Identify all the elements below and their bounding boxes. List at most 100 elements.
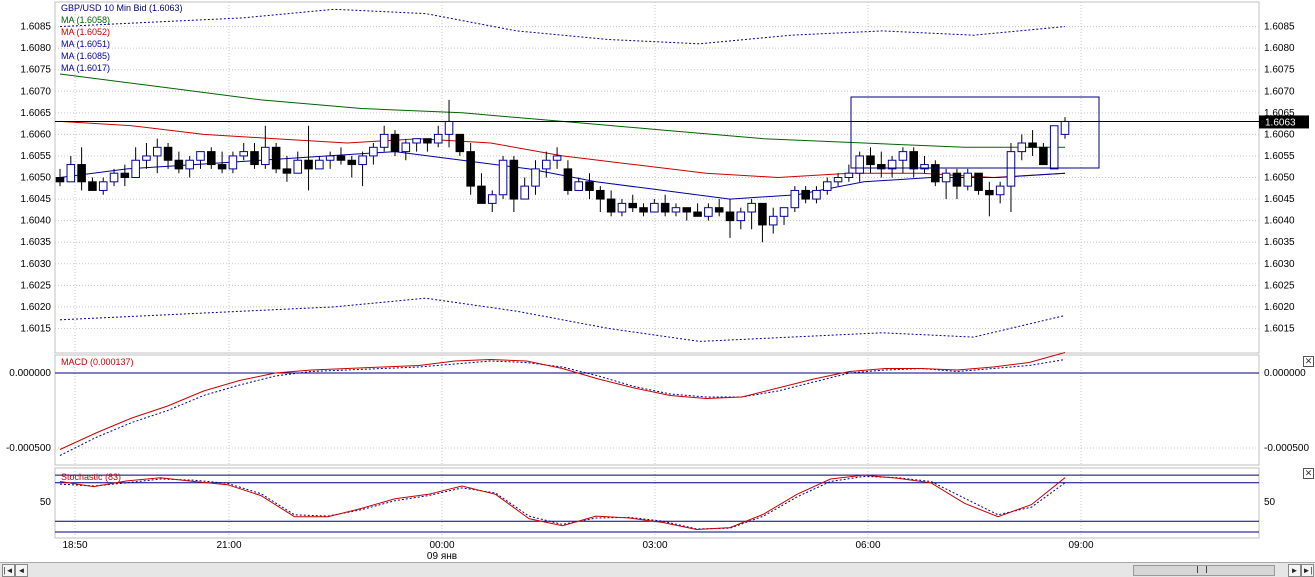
- ma-red-line: [59, 120, 1066, 179]
- candle: [520, 185, 529, 200]
- candle: [98, 181, 108, 191]
- price-tick-label-right: 1.6065: [1264, 108, 1295, 119]
- candle: [758, 202, 767, 226]
- candle: [563, 168, 573, 191]
- candle: [271, 146, 281, 170]
- price-tick-label-left: 1.6065: [20, 108, 51, 119]
- scroll-end-button[interactable]: ►|: [1301, 564, 1314, 577]
- price-tick-label-right: 1.6080: [1264, 43, 1295, 54]
- candle: [185, 159, 194, 170]
- candle: [77, 164, 86, 183]
- time-tick-label: 09:00: [1068, 540, 1093, 551]
- scroll-grip-icon: [1197, 566, 1207, 573]
- price-tick-label-right: 1.6060: [1264, 129, 1295, 140]
- legend-ma-green: MA (1.6058): [61, 15, 111, 25]
- candle: [1049, 125, 1059, 170]
- macd-title: MACD (0.000137): [61, 357, 134, 367]
- macd-tick-label-left: -0.000500: [6, 443, 51, 454]
- candle: [196, 151, 205, 161]
- candle: [487, 194, 497, 204]
- candle: [293, 159, 303, 174]
- price-tick-label-right: 1.6020: [1264, 302, 1295, 313]
- candle: [282, 168, 292, 174]
- price-tick-label-right: 1.6055: [1264, 151, 1295, 162]
- candle: [995, 185, 1005, 196]
- price-tick-label-left: 1.6070: [20, 86, 51, 97]
- candle: [542, 159, 551, 170]
- candle: [952, 172, 962, 187]
- scroll-left-arrow-icon[interactable]: ◄: [15, 564, 28, 577]
- candle: [466, 151, 475, 187]
- candle: [898, 151, 908, 161]
- stochastic-signal-line: [59, 475, 1066, 530]
- stochastic-panel: [54, 467, 1260, 539]
- price-tick-label-left: 1.6060: [20, 129, 51, 140]
- macd-line: [59, 352, 1066, 450]
- candle: [401, 142, 411, 153]
- candle: [963, 172, 973, 187]
- candle: [714, 207, 724, 213]
- candle: [55, 177, 65, 183]
- price-tick-label-left: 1.6045: [20, 194, 51, 205]
- candle: [650, 202, 659, 213]
- ma-blue-line: [59, 151, 1066, 200]
- band-upper-line: [59, 8, 1066, 45]
- legend-ma-blue: MA (1.6051): [61, 39, 111, 49]
- price-tick-label-left: 1.6025: [20, 280, 51, 291]
- candle: [617, 202, 627, 213]
- candle: [574, 181, 583, 191]
- candle: [606, 198, 616, 213]
- price-tick-label-right: 1.6045: [1264, 194, 1295, 205]
- candle: [855, 155, 864, 174]
- price-tick-label-right: 1.6025: [1264, 280, 1295, 291]
- candle: [985, 189, 994, 196]
- candle: [261, 146, 270, 166]
- price-tick-label-left: 1.6015: [20, 323, 51, 334]
- candle: [628, 202, 638, 209]
- candle: [812, 189, 821, 200]
- time-tick-label: 06:00: [855, 540, 880, 551]
- time-tick-label: 21:00: [216, 540, 241, 551]
- candle: [844, 172, 854, 178]
- price-tick-label-left: 1.6080: [20, 43, 51, 54]
- price-legend: GBP/USD 10 Min Bid (1.6063) MA (1.6058) …: [61, 2, 183, 74]
- price-panel: [54, 1, 1260, 354]
- price-tick-label-left: 1.6055: [20, 151, 51, 162]
- candle: [531, 168, 540, 187]
- price-tick-label-right: 1.6070: [1264, 86, 1295, 97]
- price-tick-label-left: 1.6035: [20, 237, 51, 248]
- candle: [88, 181, 97, 191]
- candle: [66, 164, 76, 183]
- horizontal-scrollbar[interactable]: |◄ ◄ ► ►|: [0, 562, 1315, 577]
- candle: [779, 207, 789, 217]
- candle: [790, 189, 800, 209]
- price-tick-label-left: 1.6020: [20, 302, 51, 313]
- candle: [1060, 120, 1070, 135]
- price-chart-svg[interactable]: 1.6085 1.6085 1.6080 1.6080 1.6075 1.6075 1.60…: [0, 0, 1315, 562]
- candle: [974, 172, 983, 191]
- candle: [833, 177, 843, 183]
- scroll-start-button[interactable]: |◄: [2, 564, 15, 577]
- candle: [585, 181, 594, 191]
- candle: [1006, 151, 1016, 187]
- candle: [1028, 142, 1037, 148]
- candle: [682, 207, 692, 213]
- candle: [444, 120, 454, 135]
- zoom-selection-box[interactable]: [850, 96, 1100, 169]
- candle: [379, 133, 389, 148]
- legend-band-upper: MA (1.6085): [61, 51, 111, 61]
- scroll-right-arrow-icon[interactable]: ►: [1288, 564, 1301, 577]
- candle: [909, 151, 918, 170]
- candle: [877, 164, 886, 170]
- candle: [498, 159, 508, 196]
- candle: [1017, 142, 1027, 153]
- macd-close-button[interactable]: ✕: [1303, 356, 1314, 367]
- time-tick-label: 00:00: [429, 540, 454, 551]
- stochastic-close-button[interactable]: ✕: [1303, 468, 1314, 479]
- candle: [250, 151, 259, 166]
- price-tick-label-left: 1.6030: [20, 259, 51, 270]
- candle: [109, 172, 119, 183]
- candle: [509, 159, 519, 200]
- candle: [866, 155, 875, 166]
- candle: [455, 133, 465, 153]
